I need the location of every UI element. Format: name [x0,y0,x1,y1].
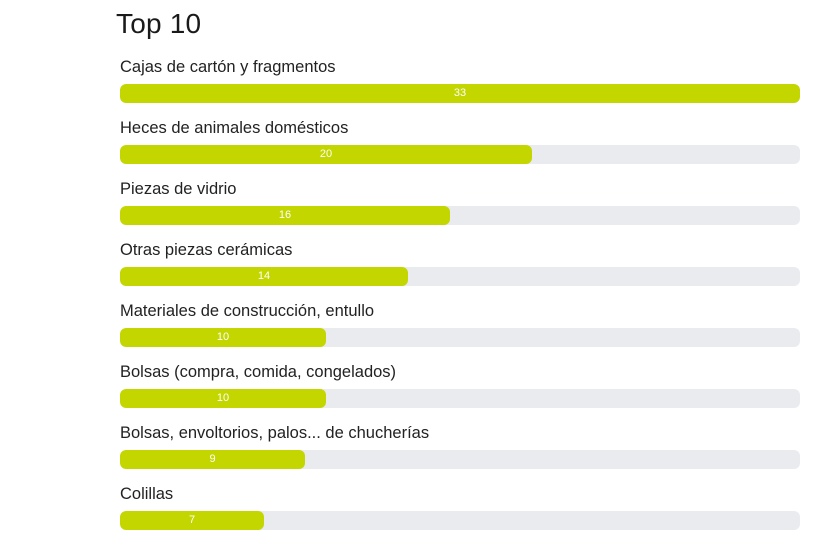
bar [120,84,800,103]
bar-row: Bolsas, envoltorios, palos... de chucher… [120,420,800,481]
bar [120,389,326,408]
bar-track: 10 [120,389,800,408]
bar-row: Colillas 7 [120,481,800,541]
bar [120,450,305,469]
bar-track: 7 [120,511,800,530]
bar-row: Bolsas (compra, comida, congelados) 10 [120,359,800,420]
bar-value-label: 9 [209,453,216,465]
bar-track: 16 [120,206,800,225]
bar-track: 14 [120,267,800,286]
bar-track: 9 [120,450,800,469]
bar-value-label: 16 [278,209,292,221]
bar-row: Materiales de construcción, entullo 10 [120,298,800,359]
bar-row: Cajas de cartón y fragmentos 33 [120,54,800,115]
bar-track: 10 [120,328,800,347]
category-label: Cajas de cartón y fragmentos [120,58,336,76]
category-label: Piezas de vidrio [120,180,237,198]
bar-value-label: 20 [319,148,333,160]
bar-value-label: 10 [216,392,230,404]
bar-row: Otras piezas cerámicas 14 [120,237,800,298]
category-label: Bolsas, envoltorios, palos... de chucher… [120,424,430,442]
bar [120,511,264,530]
category-label: Bolsas (compra, comida, congelados) [120,363,397,381]
bar [120,328,326,347]
bar-value-label: 33 [453,87,467,99]
category-label: Materiales de construcción, entullo [120,302,375,320]
category-label: Otras piezas cerámicas [120,241,293,259]
category-label: Colillas [120,485,174,503]
bar-rows: Cajas de cartón y fragmentos 33 Heces de a… [120,54,800,541]
bar-row: Heces de animales domésticos 20 [120,115,800,176]
bar-track: 20 [120,145,800,164]
bar [120,267,408,286]
bar-row: Piezas de vidrio 16 [120,176,800,237]
category-label: Heces de animales domésticos [120,119,349,137]
bar-track: 33 [120,84,800,103]
bar-value-label: 14 [257,270,271,282]
chart-title: Top 10 [116,8,202,39]
bar [120,145,532,164]
bar [120,206,450,225]
bar-value-label: 7 [188,514,196,526]
bar-value-label: 10 [216,331,230,343]
